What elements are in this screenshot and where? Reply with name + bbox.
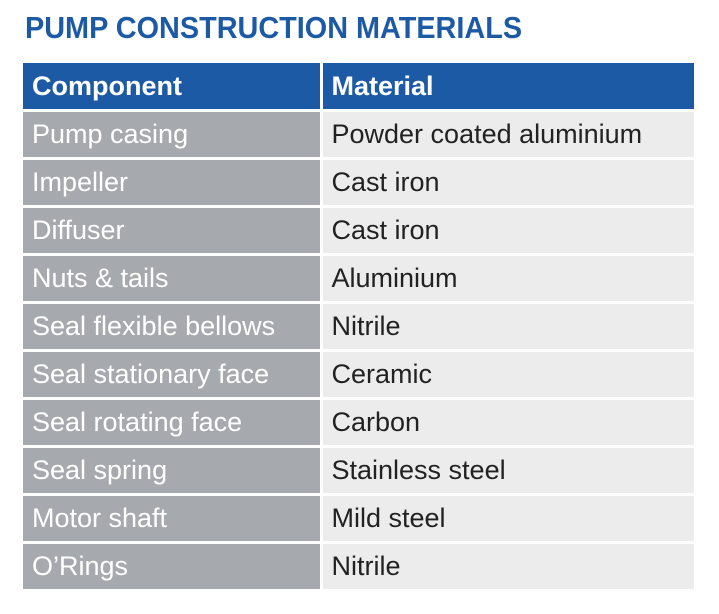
material-cell: Stainless steel [319,445,694,495]
component-cell: Seal flexible bellows [23,301,321,351]
table-row: Seal flexible bellows Nitrile [23,301,694,351]
component-cell: O’Rings [23,541,321,589]
table-row: O’Rings Nitrile [23,541,694,589]
component-cell: Seal rotating face [23,397,321,447]
page-title: PUMP CONSTRUCTION MATERIALS [25,10,523,45]
component-cell: Diffuser [23,205,321,255]
table-row: Diffuser Cast iron [23,205,694,255]
table-row: Pump casing Powder coated aluminium [23,109,694,159]
material-cell: Nitrile [319,541,694,589]
table-row: Impeller Cast iron [23,157,694,207]
material-cell: Aluminium [319,253,694,303]
material-cell: Cast iron [319,205,694,255]
material-cell: Carbon [319,397,694,447]
materials-table: Component Material Pump casing Powder co… [23,63,694,589]
table-row: Motor shaft Mild steel [23,493,694,543]
material-cell: Cast iron [319,157,694,207]
material-cell: Nitrile [319,301,694,351]
material-cell: Mild steel [319,493,694,543]
table-header-row: Component Material [23,63,694,112]
component-cell: Pump casing [23,109,321,159]
header-material: Material [319,63,694,112]
table-row: Nuts & tails Aluminium [23,253,694,303]
component-cell: Impeller [23,157,321,207]
component-cell: Motor shaft [23,493,321,543]
header-component: Component [23,63,321,112]
material-cell: Powder coated aluminium [319,109,694,159]
table-row: Seal rotating face Carbon [23,397,694,447]
table-row: Seal spring Stainless steel [23,445,694,495]
component-cell: Seal stationary face [23,349,321,399]
component-cell: Seal spring [23,445,321,495]
table-row: Seal stationary face Ceramic [23,349,694,399]
material-cell: Ceramic [319,349,694,399]
component-cell: Nuts & tails [23,253,321,303]
